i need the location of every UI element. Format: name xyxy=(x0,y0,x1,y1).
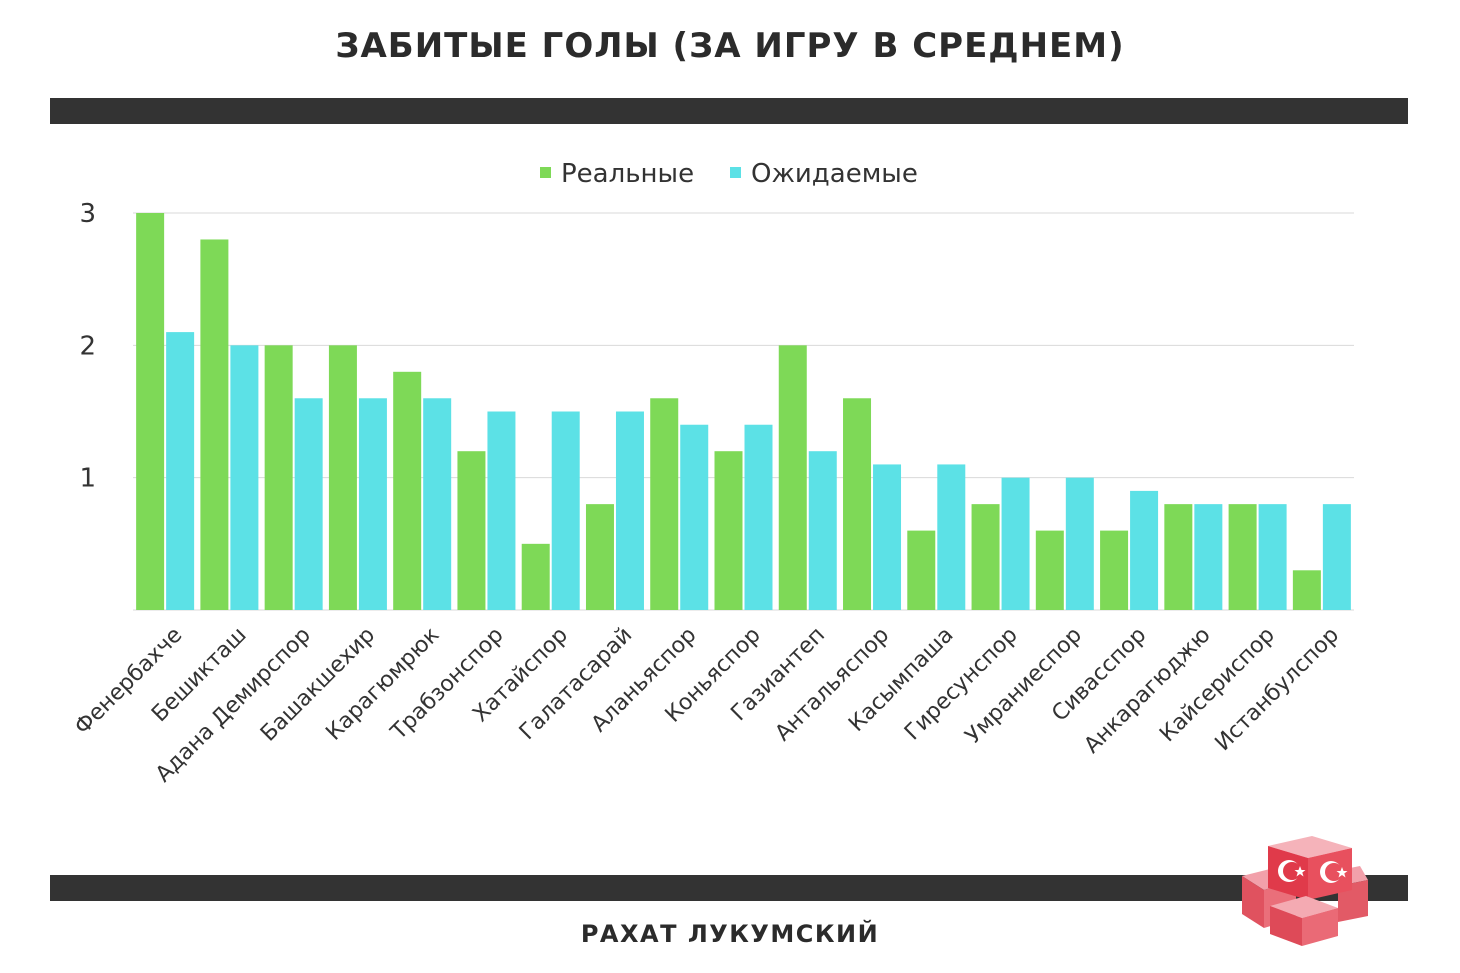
bar-real xyxy=(393,371,422,610)
y-tick-label: 3 xyxy=(79,199,96,229)
category-label: Карагюмрюк xyxy=(321,623,444,746)
category-label: Трабзонспор xyxy=(386,623,509,746)
bar-expected xyxy=(358,398,387,610)
bar-real xyxy=(1292,570,1321,610)
bar-expected xyxy=(873,464,902,610)
category-label: Башакшехир xyxy=(256,623,380,747)
bar-real xyxy=(521,543,550,610)
bar-real xyxy=(1100,530,1129,610)
bar-expected xyxy=(1065,477,1094,610)
bar-expected xyxy=(294,398,323,610)
category-label: Фенербахче xyxy=(70,623,187,740)
bar-real xyxy=(1035,530,1064,610)
bar-expected xyxy=(166,332,195,610)
legend-swatch xyxy=(540,167,551,178)
bar-real xyxy=(714,451,743,610)
bar-real xyxy=(971,504,1000,610)
legend-label: Ожидаемые xyxy=(751,159,918,189)
turkish-delight-logo xyxy=(1242,836,1368,946)
bar-expected xyxy=(937,464,966,610)
bar-real xyxy=(457,451,486,610)
chart-title: ЗАБИТЫЕ ГОЛЫ (ЗА ИГРУ В СРЕДНЕМ) xyxy=(335,26,1125,66)
bar-expected xyxy=(1258,504,1287,610)
bar-expected xyxy=(615,411,644,610)
bar-real xyxy=(1164,504,1193,610)
bar-real xyxy=(328,345,357,610)
bar-real xyxy=(1228,504,1257,610)
footer-brand: РАХАТ ЛУКУМСКИЙ xyxy=(580,920,880,948)
y-tick-label: 1 xyxy=(79,464,96,494)
y-tick-label: 2 xyxy=(79,331,96,361)
bar-expected xyxy=(1194,504,1223,610)
category-label: Умраниеспор xyxy=(961,623,1087,749)
bar-real xyxy=(264,345,293,610)
bar-expected xyxy=(487,411,516,610)
bar-expected xyxy=(1130,490,1159,610)
bar-real xyxy=(136,213,165,610)
category-label: Кайсериспор xyxy=(1155,623,1280,748)
category-label: Галатасарай xyxy=(515,623,637,745)
bar-real xyxy=(200,239,229,610)
bar-expected xyxy=(551,411,580,610)
top-divider-band xyxy=(50,98,1408,124)
bar-expected xyxy=(744,424,773,610)
bottom-divider-band xyxy=(50,875,1408,901)
category-label: Антальяспор xyxy=(771,623,895,747)
bar-real xyxy=(907,530,936,610)
bar-real xyxy=(585,504,614,610)
bar-expected xyxy=(1322,504,1351,610)
bar-expected xyxy=(680,424,709,610)
bar-expected xyxy=(423,398,452,610)
bar-real xyxy=(650,398,679,610)
bar-expected xyxy=(1001,477,1030,610)
bar-expected xyxy=(808,451,837,610)
category-label: Гиресунспор xyxy=(900,623,1023,746)
bar-expected xyxy=(230,345,259,610)
bar-real xyxy=(778,345,807,610)
legend-label: Реальные xyxy=(561,159,694,189)
legend-swatch xyxy=(730,167,741,178)
bar-real xyxy=(843,398,872,610)
